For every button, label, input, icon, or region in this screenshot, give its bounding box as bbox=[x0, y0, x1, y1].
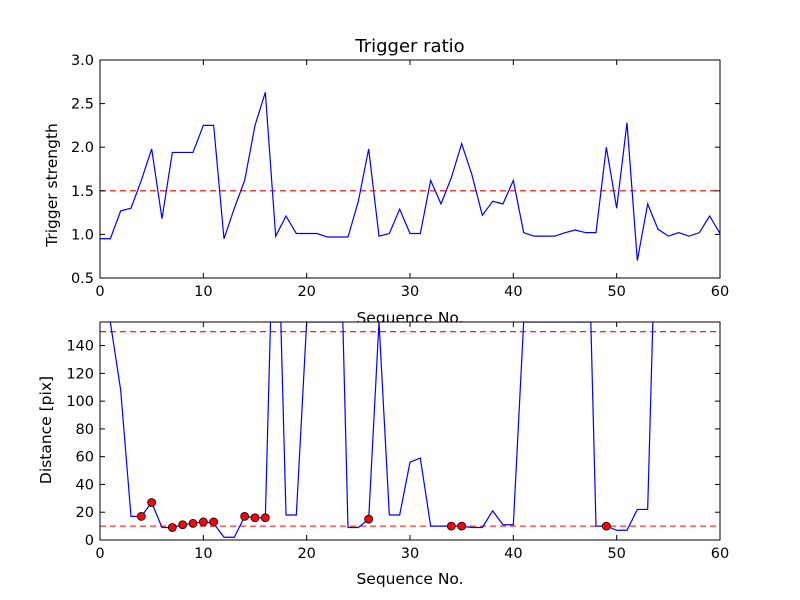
plot-area bbox=[100, 60, 720, 278]
y-axis-label: Trigger strength bbox=[43, 123, 61, 248]
marker-point bbox=[250, 513, 260, 523]
ticks: 0 10 20 30 40 50 60 0.5 1.0 1.5 2.0 2.5 3.0 bbox=[71, 53, 729, 300]
x-tick-label: 10 bbox=[194, 284, 212, 300]
x-tick-label: 40 bbox=[504, 546, 522, 562]
marker-point bbox=[178, 520, 188, 530]
y-axis-label: Distance [pix] bbox=[37, 376, 55, 484]
x-tick-label: 20 bbox=[297, 546, 315, 562]
x-tick-label: 0 bbox=[95, 546, 104, 562]
y-tick-label: 100 bbox=[66, 394, 94, 410]
marker-point bbox=[147, 498, 157, 507]
x-tick-label: 50 bbox=[607, 546, 625, 562]
y-tick-label: 1.5 bbox=[71, 184, 94, 200]
marker-point bbox=[446, 521, 456, 531]
x-tick-label: 30 bbox=[401, 546, 419, 562]
marker-point bbox=[188, 518, 198, 528]
marker-point bbox=[364, 514, 374, 524]
plot-content bbox=[100, 322, 720, 538]
y-tick-label: 0 bbox=[85, 533, 94, 549]
x-tick-label: 20 bbox=[297, 284, 315, 300]
y-tick-label: 20 bbox=[76, 505, 94, 521]
marker-point bbox=[457, 521, 467, 531]
y-tick-label: 3.0 bbox=[71, 53, 94, 69]
distance-chart: 0 10 20 30 40 50 60 0 20 40 60 80 100 120 140 Sequence… bbox=[37, 321, 729, 588]
ticks: 0 10 20 30 40 50 60 0 20 40 60 80 100 120 140 bbox=[66, 322, 729, 562]
plot-frame bbox=[99, 321, 721, 541]
plot-content bbox=[100, 92, 720, 261]
y-tick-label: 40 bbox=[76, 477, 94, 493]
trigger-ratio-chart: Trigger ratio 0 10 20 30 40 50 60 0.5 1.0 1.5 2.0 2… bbox=[43, 36, 729, 327]
plot-frame bbox=[99, 59, 721, 279]
y-tick-label: 120 bbox=[66, 366, 94, 382]
marker-point bbox=[167, 523, 177, 532]
x-tick-label: 0 bbox=[95, 284, 104, 300]
marker-point bbox=[601, 521, 611, 531]
marker-point bbox=[209, 517, 219, 527]
marker-point bbox=[136, 511, 146, 521]
marker-point bbox=[260, 513, 270, 523]
y-tick-label: 1.0 bbox=[71, 227, 94, 243]
y-tick-label: 80 bbox=[76, 422, 94, 438]
plot-area bbox=[100, 322, 720, 540]
y-tick-label: 2.0 bbox=[71, 140, 94, 156]
x-tick-label: 40 bbox=[504, 284, 522, 300]
y-tick-label: 0.5 bbox=[71, 271, 94, 287]
x-tick-label: 60 bbox=[711, 284, 729, 300]
x-tick-label: 10 bbox=[194, 546, 212, 562]
series-line bbox=[100, 92, 720, 261]
marker-point bbox=[198, 517, 208, 527]
chart-title: Trigger ratio bbox=[354, 36, 464, 57]
x-axis-label: Sequence No. bbox=[356, 570, 463, 588]
y-tick-label: 60 bbox=[76, 450, 94, 466]
y-tick-label: 140 bbox=[66, 339, 94, 355]
y-tick-label: 2.5 bbox=[71, 97, 94, 113]
x-tick-label: 60 bbox=[711, 546, 729, 562]
marker-point bbox=[240, 511, 250, 521]
x-tick-label: 30 bbox=[401, 284, 419, 300]
x-tick-label: 50 bbox=[607, 284, 625, 300]
